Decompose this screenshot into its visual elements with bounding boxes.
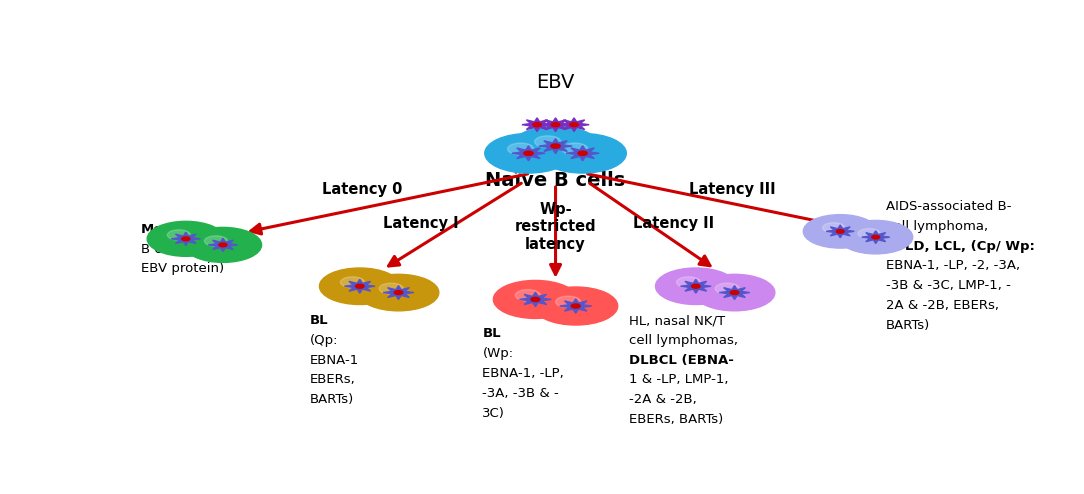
Text: BARTs): BARTs) [309,393,353,406]
Circle shape [533,123,541,126]
Circle shape [534,136,560,148]
Circle shape [823,223,844,233]
Circle shape [167,230,191,240]
Text: Memory: Memory [141,223,201,236]
Circle shape [512,126,599,166]
Circle shape [358,274,439,311]
Polygon shape [862,231,890,244]
Polygon shape [208,238,237,251]
Text: Latency III: Latency III [688,182,775,197]
Text: BARTs): BARTs) [886,319,930,331]
Polygon shape [719,286,750,299]
Text: 3C): 3C) [482,407,505,419]
Polygon shape [541,118,570,131]
Text: EBNA-1: EBNA-1 [309,354,359,367]
Polygon shape [521,118,552,131]
Polygon shape [566,146,599,161]
Circle shape [507,143,533,155]
Text: BL: BL [309,314,328,327]
Text: -2A & -2B,: -2A & -2B, [629,393,696,406]
Circle shape [715,283,739,294]
Text: Latency II: Latency II [633,216,713,231]
Text: (Wp:: (Wp: [482,347,514,360]
Circle shape [551,144,560,148]
Circle shape [539,133,627,173]
Circle shape [219,243,227,247]
Text: (Qp:: (Qp: [309,334,338,347]
Text: DLBCL (EBNA-: DLBCL (EBNA- [629,354,734,367]
Polygon shape [681,279,711,293]
Text: -3A, -3B & -: -3A, -3B & - [482,387,559,400]
Circle shape [184,227,261,262]
Circle shape [395,290,403,294]
Circle shape [147,221,224,256]
Text: EBNA-1, -LP,: EBNA-1, -LP, [482,367,564,380]
Circle shape [320,268,400,304]
Circle shape [340,277,364,288]
Circle shape [552,123,559,126]
Circle shape [872,235,879,239]
Text: B cells (no: B cells (no [141,243,210,255]
Circle shape [531,297,540,301]
Text: Wp-
restricted
latency: Wp- restricted latency [515,202,596,251]
Text: EBERs, BARTs): EBERs, BARTs) [629,413,723,426]
Circle shape [578,151,588,156]
Polygon shape [539,138,572,154]
Circle shape [837,230,844,233]
Text: -3B & -3C, LMP-1, -: -3B & -3C, LMP-1, - [886,279,1010,292]
Circle shape [524,151,533,156]
Text: EBV: EBV [537,73,575,91]
Circle shape [555,296,581,308]
Text: 2A & -2B, EBERs,: 2A & -2B, EBERs, [886,299,998,312]
Polygon shape [519,292,552,307]
Circle shape [692,285,700,288]
Circle shape [493,281,578,319]
Polygon shape [171,232,201,246]
Text: AIDS-associated B-: AIDS-associated B- [886,200,1011,213]
Circle shape [656,268,736,304]
Text: cell lymphoma,: cell lymphoma, [886,220,988,233]
Text: Latency I: Latency I [384,216,459,231]
Circle shape [676,277,700,288]
Text: cell lymphomas,: cell lymphomas, [629,334,737,347]
Polygon shape [559,299,592,313]
Polygon shape [559,118,590,131]
Text: EBERs,: EBERs, [309,373,356,386]
Text: EBNA-1, -LP, -2, -3A,: EBNA-1, -LP, -2, -3A, [886,259,1020,272]
Polygon shape [826,225,854,238]
Circle shape [485,133,572,173]
Text: 1 & -LP, LMP-1,: 1 & -LP, LMP-1, [629,373,728,386]
Circle shape [570,123,578,126]
Circle shape [356,285,364,288]
Circle shape [379,283,403,294]
Circle shape [803,214,877,248]
Circle shape [515,289,541,301]
Text: EBV protein): EBV protein) [141,262,223,275]
Polygon shape [345,279,375,293]
Polygon shape [383,286,414,299]
Circle shape [839,220,913,254]
Circle shape [205,236,228,247]
Circle shape [182,237,190,241]
Circle shape [562,143,588,155]
Text: BL: BL [482,328,501,340]
Circle shape [694,274,775,311]
Circle shape [859,228,880,239]
Polygon shape [512,146,545,161]
Text: PTLD, LCL, (Cp/ Wp:: PTLD, LCL, (Cp/ Wp: [886,240,1034,252]
Circle shape [731,290,739,294]
Text: Latency 0: Latency 0 [322,182,402,197]
Text: Naïve B cells: Naïve B cells [486,171,625,190]
Text: HL, nasal NK/T: HL, nasal NK/T [629,314,725,327]
Circle shape [533,287,618,325]
Circle shape [571,304,580,308]
